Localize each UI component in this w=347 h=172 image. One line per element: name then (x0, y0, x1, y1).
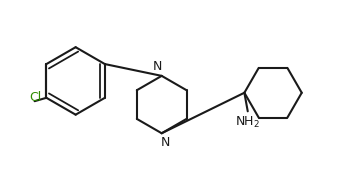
Text: N: N (161, 136, 170, 149)
Text: N: N (153, 60, 162, 73)
Text: NH$_2$: NH$_2$ (235, 115, 260, 130)
Text: Cl: Cl (29, 91, 41, 104)
